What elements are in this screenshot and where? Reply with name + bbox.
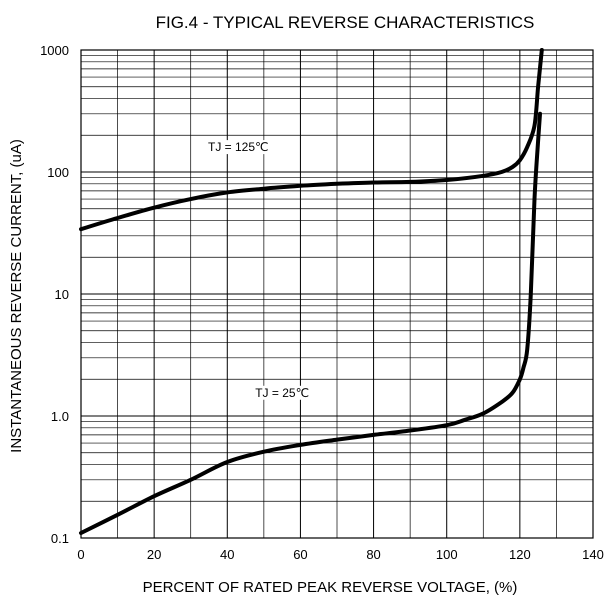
y-tick-label: 1000 — [40, 43, 69, 58]
y-tick-label: 1.0 — [51, 409, 69, 424]
x-axis-title: PERCENT OF RATED PEAK REVERSE VOLTAGE, (… — [143, 579, 518, 596]
y-axis-title: INSTANTANEOUS REVERSE CURRENT, (uA) — [8, 139, 25, 453]
y-tick-labels: 0.1 1.0 10 100 1000 — [40, 43, 69, 546]
series-layer — [79, 48, 544, 535]
x-tick-label: 0 — [77, 547, 84, 562]
x-tick-label: 20 — [147, 547, 161, 562]
annotation-background — [204, 140, 272, 155]
x-tick-label: 40 — [220, 547, 234, 562]
annotation-label: TJ = 25℃ — [255, 386, 309, 400]
annotation-tj-25c: TJ = 25℃ — [252, 385, 313, 400]
x-tick-label: 100 — [436, 547, 458, 562]
chart-title: FIG.4 - TYPICAL REVERSE CHARACTERISTICS — [156, 13, 535, 32]
x-tick-label: 60 — [293, 547, 307, 562]
grid — [80, 50, 594, 539]
x-tick-label: 120 — [509, 547, 531, 562]
y-tick-label: 0.1 — [51, 531, 69, 546]
x-tick-labels: 0 20 40 60 80 100 120 140 — [77, 547, 603, 562]
plot-frame — [80, 49, 594, 539]
x-tick-label: 80 — [366, 547, 380, 562]
series-line-tj-125c — [79, 48, 544, 232]
y-tick-label: 10 — [55, 287, 69, 302]
y-tick-label: 100 — [47, 165, 69, 180]
annotation-layer: TJ = 125℃ TJ = 25℃ — [204, 140, 313, 400]
annotation-label: TJ = 125℃ — [208, 140, 269, 154]
annotation-tj-125c: TJ = 125℃ — [204, 140, 272, 155]
series-line-tj-25c — [79, 111, 542, 535]
x-tick-label: 140 — [582, 547, 604, 562]
annotation-background — [252, 385, 313, 400]
